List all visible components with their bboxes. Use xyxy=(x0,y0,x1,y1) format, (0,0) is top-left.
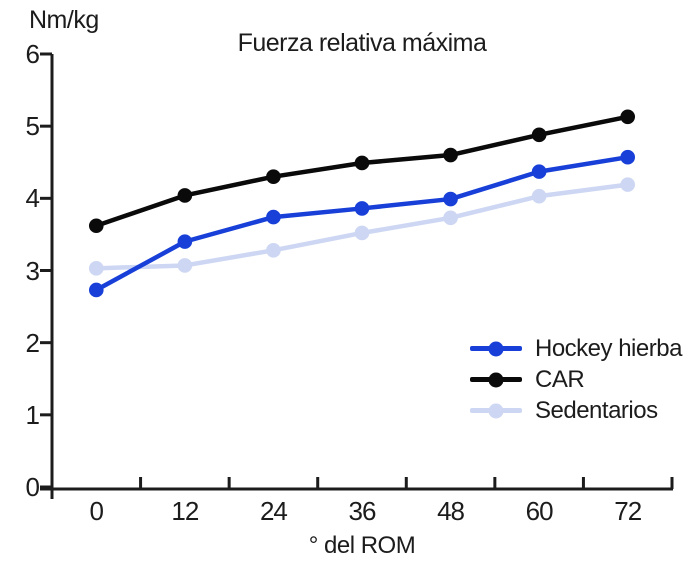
x-axis-title: ° del ROM xyxy=(308,532,416,559)
y-tick-label: 0 xyxy=(25,472,40,502)
data-point-car xyxy=(354,155,370,171)
x-tick-label: 24 xyxy=(259,496,288,526)
x-tick-label: 72 xyxy=(614,496,642,526)
y-tick-label: 5 xyxy=(25,111,40,142)
legend-label: Hockey hierba xyxy=(535,334,682,362)
legend-dot-icon xyxy=(488,403,504,418)
y-tick-label: 4 xyxy=(25,183,40,214)
chart-title: Fuerza relativa máxima xyxy=(237,29,487,57)
data-point-car xyxy=(177,188,193,203)
legend-line-icon xyxy=(470,403,522,418)
data-point-hockey-hierba xyxy=(177,234,193,249)
legend-row-sedentarios: Sedentarios xyxy=(470,395,682,426)
data-point-car xyxy=(443,147,458,163)
data-point-car xyxy=(88,218,104,234)
data-point-car xyxy=(266,169,281,184)
x-tick-label: 12 xyxy=(171,496,199,526)
data-point-sedentarios xyxy=(88,261,104,276)
legend-line-icon xyxy=(470,372,522,387)
data-point-hockey-hierba xyxy=(620,149,636,165)
x-tick-label: 60 xyxy=(525,496,554,526)
legend: Hockey hierba CAR Sedentarios xyxy=(470,333,682,426)
y-axis-unit-label: Nm/kg xyxy=(29,6,99,34)
data-point-sedentarios xyxy=(620,177,636,192)
data-point-car xyxy=(531,127,547,143)
data-point-hockey-hierba xyxy=(531,164,547,179)
x-tick-label: 36 xyxy=(348,496,377,526)
series-line-hockey-hierba xyxy=(94,154,630,293)
y-tick-label: 3 xyxy=(25,255,40,286)
data-point-sedentarios xyxy=(354,225,370,241)
data-point-hockey-hierba xyxy=(266,209,281,225)
legend-dot-icon xyxy=(488,341,504,356)
x-tick-label: 0 xyxy=(89,496,104,526)
legend-label: CAR xyxy=(535,365,585,393)
legend-row-car: CAR xyxy=(470,364,682,395)
legend-label: Sedentarios xyxy=(535,396,658,424)
data-point-sedentarios xyxy=(443,210,458,226)
data-point-hockey-hierba xyxy=(354,201,370,216)
data-point-sedentarios xyxy=(177,258,193,273)
y-tick-label: 6 xyxy=(25,39,40,69)
data-point-car xyxy=(620,109,636,125)
x-tick-label: 48 xyxy=(437,496,465,526)
legend-dot-icon xyxy=(488,372,504,387)
legend-row-hockey-hierba: Hockey hierba xyxy=(470,333,682,364)
data-point-sedentarios xyxy=(531,188,547,204)
data-point-hockey-hierba xyxy=(443,191,458,207)
data-point-sedentarios xyxy=(266,242,281,258)
y-tick-label: 2 xyxy=(25,327,40,358)
data-point-hockey-hierba xyxy=(88,282,104,298)
legend-line-icon xyxy=(470,341,522,356)
y-tick-label: 1 xyxy=(25,399,40,430)
